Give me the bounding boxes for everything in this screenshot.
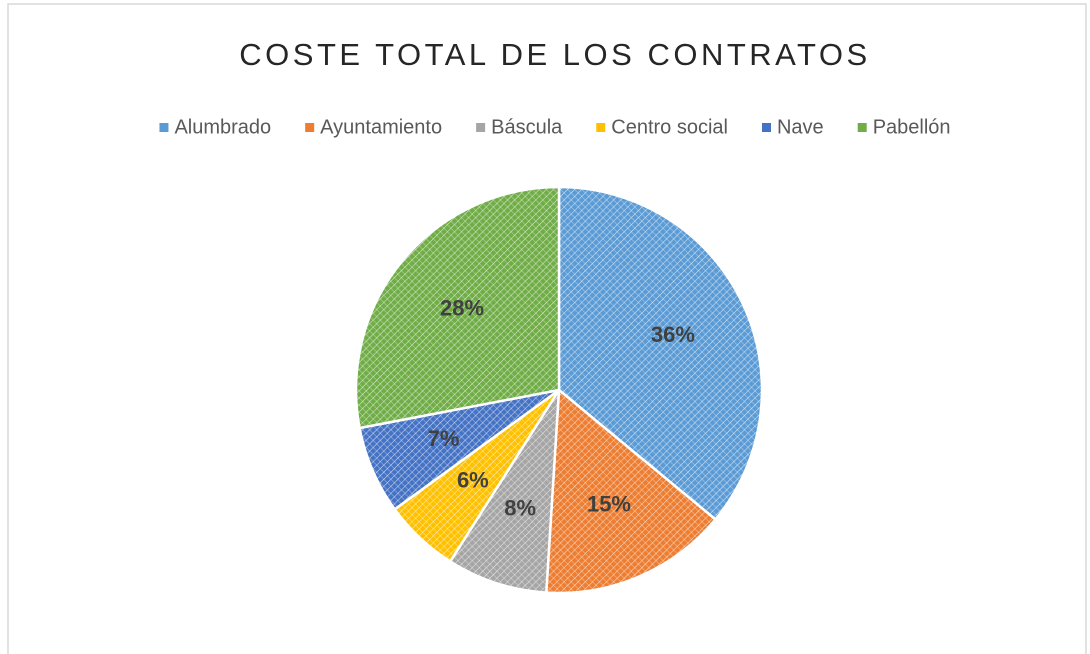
- legend-item: Nave: [761, 116, 824, 138]
- legend-item: Báscula: [476, 116, 563, 138]
- legend-marker: [857, 123, 867, 132]
- pie-slice: [448, 389, 561, 594]
- legend: Alumbrado Ayuntamiento Báscula Centro socia…: [159, 116, 951, 138]
- pie: 36% 15% 8% 6% 7% 28%: [354, 185, 764, 595]
- legend-label: Ayuntamiento: [320, 116, 442, 138]
- legend-marker: [476, 123, 486, 132]
- legend-label: Pabellón: [873, 116, 951, 138]
- legend-item: Alumbrado: [159, 116, 271, 138]
- data-label: 7%: [428, 426, 460, 451]
- chart-title: COSTE TOTAL DE LOS CONTRATOS: [239, 37, 870, 72]
- data-label: 8%: [504, 496, 536, 521]
- pie-slice: [354, 185, 561, 430]
- data-label: 28%: [440, 296, 484, 321]
- legend-label: Centro social: [611, 116, 728, 138]
- legend-item: Centro social: [596, 116, 728, 138]
- legend-marker: [596, 123, 606, 132]
- legend-marker: [761, 123, 771, 132]
- legend-item: Ayuntamiento: [305, 116, 442, 138]
- legend-label: Báscula: [491, 116, 563, 138]
- legend-item: Pabellón: [857, 116, 951, 138]
- legend-marker: [159, 123, 169, 132]
- legend-marker: [305, 123, 315, 132]
- pie-slice: [557, 185, 764, 522]
- data-label: 15%: [587, 491, 631, 516]
- pie-slice: [544, 387, 718, 595]
- data-label: 6%: [457, 468, 489, 493]
- data-label: 36%: [651, 322, 695, 347]
- legend-label: Nave: [777, 116, 824, 138]
- legend-label: Alumbrado: [174, 116, 271, 138]
